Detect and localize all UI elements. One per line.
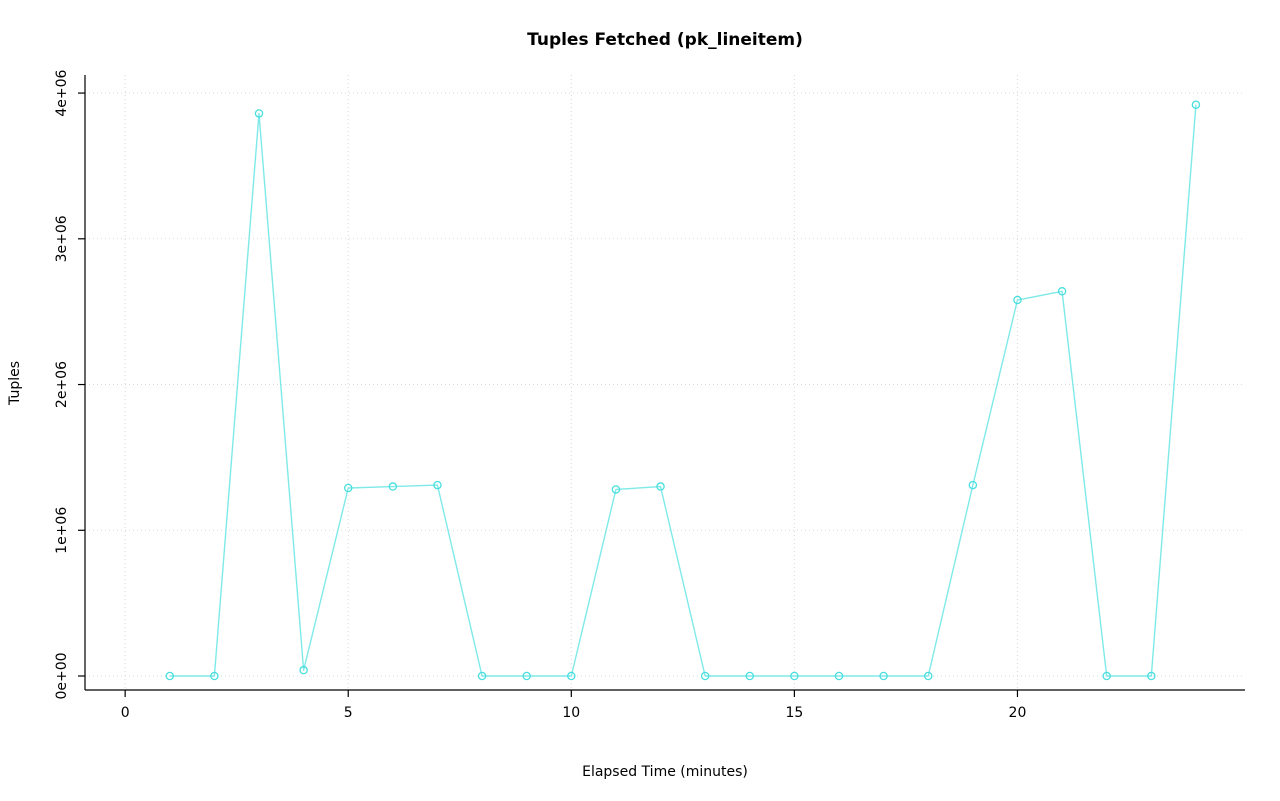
data-point [210, 671, 219, 681]
x-tick-label: 0 [121, 705, 130, 721]
data-point [879, 671, 888, 681]
y-axis-label: Tuples [7, 361, 23, 406]
chart-title: Tuples Fetched (pk_lineitem) [527, 30, 803, 50]
x-tick-label: 15 [785, 705, 803, 721]
data-point [790, 671, 799, 681]
data-point [343, 483, 353, 493]
y-tick-label: 4e+06 [54, 69, 70, 116]
data-point [656, 482, 665, 491]
data-point [299, 665, 308, 675]
x-axis-label: Elapsed Time (minutes) [582, 764, 748, 780]
x-tick-label: 20 [1009, 705, 1027, 721]
data-point [1191, 100, 1201, 109]
data-series [165, 100, 1201, 681]
data-point [968, 480, 978, 490]
data-point [567, 671, 576, 681]
data-point [700, 671, 710, 681]
y-tick-label: 3e+06 [54, 215, 70, 262]
x-tick-label: 5 [344, 705, 353, 721]
data-point [477, 671, 487, 681]
y-tick-label: 1e+06 [54, 507, 70, 554]
data-point [165, 671, 175, 681]
data-point [388, 482, 398, 491]
data-point [254, 109, 264, 118]
y-tick-label: 2e+06 [54, 361, 70, 408]
data-point [834, 671, 844, 681]
data-point [522, 671, 531, 681]
data-point [611, 485, 621, 494]
data-point [745, 671, 755, 681]
tick-labels: 0 5 10 15 20 0e+00 1e+06 2e+06 3e+06 4e+06 [54, 69, 1026, 721]
data-point [1102, 671, 1111, 681]
data-point [923, 671, 933, 681]
series-line [169, 104, 1197, 677]
gridlines [85, 75, 1245, 690]
data-point [1013, 295, 1022, 305]
axes [78, 75, 1245, 697]
y-tick-label: 0e+00 [54, 652, 70, 699]
x-tick-label: 10 [562, 705, 580, 721]
data-point [1147, 671, 1156, 681]
data-point [433, 480, 442, 490]
data-point [1057, 287, 1067, 296]
